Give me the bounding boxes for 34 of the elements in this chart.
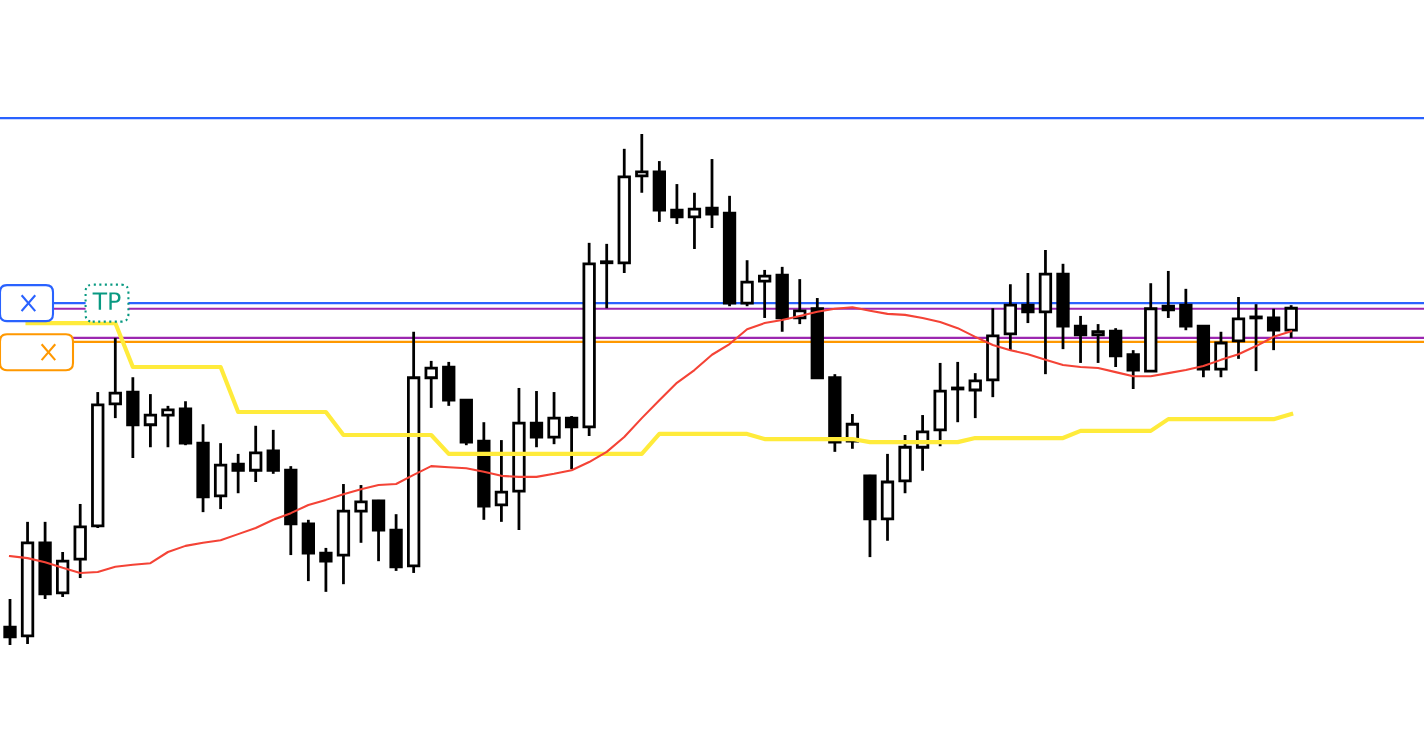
candlestick: [1179, 287, 1193, 332]
candlestick: [529, 389, 544, 449]
candlestick: [1266, 307, 1281, 352]
candlestick: [687, 191, 702, 251]
candlestick: [3, 597, 17, 647]
candlestick: [757, 268, 772, 320]
candlestick: [249, 424, 263, 484]
candlestick: [354, 483, 368, 545]
ref-line-label: TP: [92, 292, 121, 310]
candlestick: [1249, 302, 1263, 373]
candlestick: [424, 359, 438, 410]
candlestick: [564, 414, 579, 471]
candlestick: [670, 182, 684, 226]
candlestick: [231, 452, 245, 495]
candlestick: [1231, 295, 1246, 361]
candlestick: [740, 258, 754, 308]
candlestick: [494, 438, 509, 524]
candlestick: [705, 157, 719, 230]
candlestick: [1126, 348, 1140, 391]
candlestick: [1161, 269, 1175, 320]
candlestick: [547, 390, 561, 446]
candlestick: [108, 336, 122, 420]
candlestick: [266, 428, 280, 476]
candlestick: [951, 360, 965, 424]
candlestick: [1284, 303, 1298, 340]
candlestick: [143, 392, 158, 449]
candlestick: [1073, 314, 1088, 365]
candlestick: [600, 242, 614, 310]
candlestick: [161, 404, 175, 449]
candlestick: [1091, 322, 1105, 365]
candlestick: [319, 546, 333, 594]
candlestick: [635, 132, 649, 195]
candlestick: [1021, 271, 1035, 325]
candlestick: [968, 371, 982, 420]
